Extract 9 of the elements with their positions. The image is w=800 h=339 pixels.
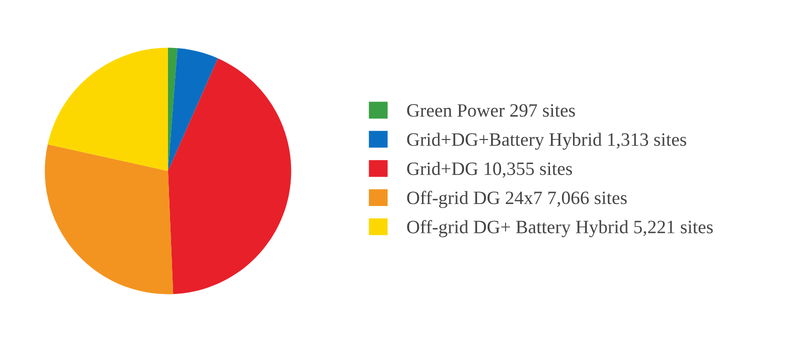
pie-slice xyxy=(44,144,174,294)
legend-label: Off-grid DG 24x7 7,066 sites xyxy=(407,190,627,208)
legend-label: Grid+DG+Battery Hybrid 1,313 sites xyxy=(407,132,686,150)
legend-label: Green Power 297 sites xyxy=(407,104,575,117)
legend-label: Off-grid DG+ Battery Hybrid 5,221 sites xyxy=(407,220,713,238)
pie-slice xyxy=(48,48,168,171)
pie-slice xyxy=(168,58,292,294)
pie-slice xyxy=(168,48,218,171)
legend-label: Grid+DG 10,355 sites xyxy=(407,162,572,178)
